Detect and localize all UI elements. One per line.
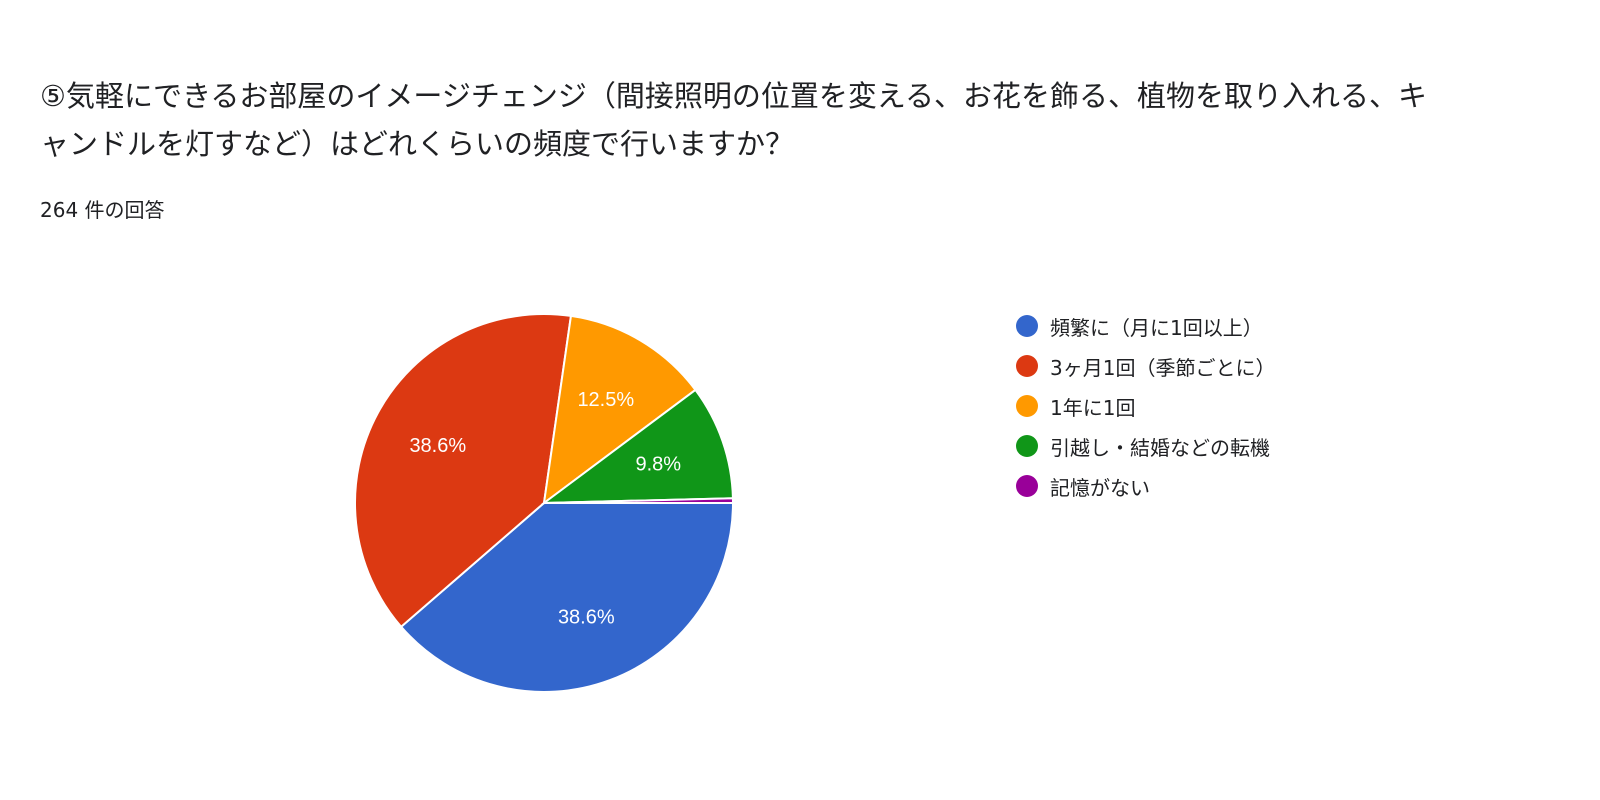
pie-slices <box>354 313 735 693</box>
response-count: 264 件の回答 <box>40 198 165 222</box>
legend-swatch-1 <box>1016 315 1038 337</box>
pie-slice-label-2: 38.6% <box>409 435 466 457</box>
legend-swatch-3 <box>1016 395 1038 417</box>
pie-labels: 38.6% 38.6% 12.5% 9.8% <box>409 389 681 628</box>
legend-label-1: 頻繁に（月に1回以上） <box>1050 315 1263 340</box>
pie-slice-2[interactable] <box>354 313 573 629</box>
legend-item-3[interactable]: 1年に1回 <box>1016 386 1275 426</box>
pie-slice-label-1: 38.6% <box>558 606 615 628</box>
pie-slice-label-3: 12.5% <box>577 389 634 411</box>
legend-item-5[interactable]: 記憶がない <box>1016 466 1275 506</box>
legend-item-2[interactable]: 3ヶ月1回（季節ごとに） <box>1016 346 1275 386</box>
legend-label-3: 1年に1回 <box>1050 395 1136 420</box>
pie-slice-4[interactable] <box>540 388 734 505</box>
pie-slice-label-4: 9.8% <box>636 453 682 475</box>
legend-swatch-4 <box>1016 435 1038 457</box>
pie-slice-3[interactable] <box>542 314 697 506</box>
legend-label-2: 3ヶ月1回（季節ごとに） <box>1050 355 1276 380</box>
legend-swatch-5 <box>1016 475 1038 497</box>
legend-item-4[interactable]: 引越し・結婚などの転機 <box>1016 426 1275 466</box>
legend-label-5: 記憶がない <box>1050 475 1150 500</box>
legend-swatch-2 <box>1016 355 1038 377</box>
chart-title: ⑤気軽にできるお部屋のイメージチェンジ（間接照明の位置を変える、お花を飾る、植物… <box>40 79 1427 161</box>
pie-slice-5[interactable] <box>543 497 735 504</box>
legend-item-1[interactable]: 頻繁に（月に1回以上） <box>1016 306 1275 346</box>
chart-legend: 頻繁に（月に1回以上） 3ヶ月1回（季節ごとに） 1年に1回引越し・結婚などの転機記… <box>1016 306 1275 506</box>
pie-slice-1[interactable] <box>399 502 735 693</box>
legend-label-4: 引越し・結婚などの転機 <box>1050 435 1270 460</box>
